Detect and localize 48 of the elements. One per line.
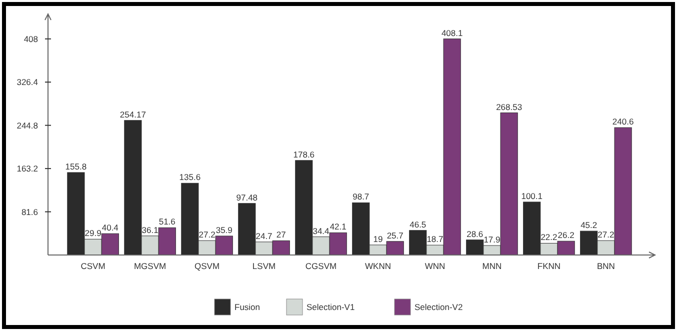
data-label: 29.9 xyxy=(84,228,102,238)
data-label: 40.4 xyxy=(102,222,119,233)
data-label: 98.7 xyxy=(352,192,370,202)
data-label: 42.1 xyxy=(330,222,347,232)
data-label: 178.6 xyxy=(293,149,315,160)
data-label: 27 xyxy=(276,230,286,240)
x-tick-label: MNN xyxy=(482,261,502,271)
legend-label: Selection-V1 xyxy=(306,302,355,312)
data-label: 97.48 xyxy=(236,192,258,202)
data-label: 51.6 xyxy=(158,216,176,227)
x-tick-label: CSVM xyxy=(80,261,106,271)
data-label: 35.9 xyxy=(216,224,233,235)
data-label: 46.5 xyxy=(410,219,426,230)
data-label: 27.2 xyxy=(598,230,614,240)
data-label: 34.4 xyxy=(312,226,330,236)
x-tick-label: WKNN xyxy=(365,261,391,271)
data-label: 22.2 xyxy=(540,232,558,242)
legend-label: Selection-V2 xyxy=(414,302,463,312)
y-tick-label: 244.8 xyxy=(16,120,38,130)
data-label: 254.17 xyxy=(120,109,146,120)
x-tick-label: LSVM xyxy=(252,261,276,271)
data-label: 19 xyxy=(373,234,383,244)
data-label: 28.6 xyxy=(466,228,484,239)
data-label: 24.7 xyxy=(256,230,273,241)
x-tick-label: WNN xyxy=(424,261,446,271)
x-tick-label: CGSVM xyxy=(305,261,337,271)
data-label: 26.2 xyxy=(558,230,575,240)
x-tick-label: QSVM xyxy=(194,261,220,271)
data-label: 25.7 xyxy=(386,230,404,240)
data-label: 18.7 xyxy=(426,234,444,244)
x-tick-label: MGSVM xyxy=(134,261,166,271)
x-tick-label: FKNN xyxy=(537,261,561,271)
data-label: 240.6 xyxy=(612,116,634,127)
y-tick-label: 408 xyxy=(24,34,38,44)
y-tick-label: 81.6 xyxy=(21,206,38,217)
data-label: 408.1 xyxy=(441,28,463,38)
data-label: 36.1 xyxy=(142,224,159,235)
data-label: 155.8 xyxy=(65,161,87,172)
data-label: 45.2 xyxy=(580,220,598,230)
legend-label: Fusion xyxy=(234,302,260,312)
x-tick-label: BNN xyxy=(596,261,615,271)
data-label: 17.9 xyxy=(484,234,501,245)
data-label: 268.53 xyxy=(496,102,522,112)
y-tick-label: 326.4 xyxy=(16,77,38,88)
y-tick-label: 163.2 xyxy=(16,164,38,174)
data-label: 100.1 xyxy=(521,190,543,201)
data-label: 27.2 xyxy=(198,230,216,240)
data-label: 135.6 xyxy=(179,172,201,182)
